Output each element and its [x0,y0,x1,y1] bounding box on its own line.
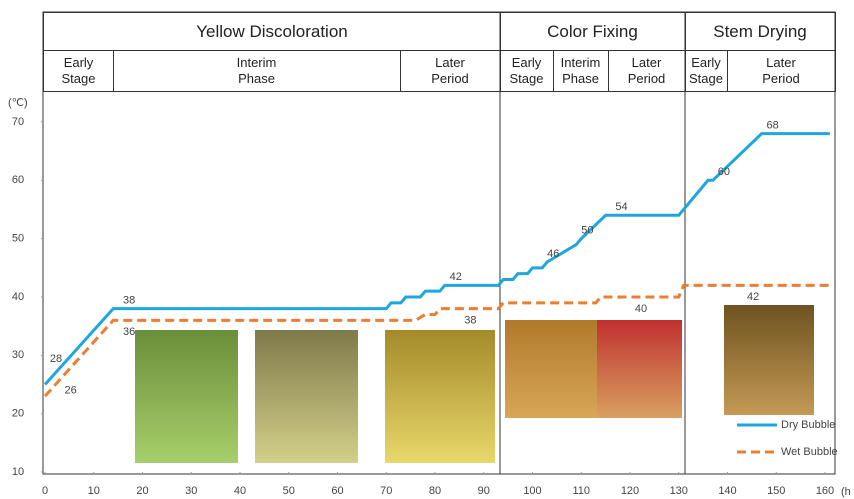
stage-label: Period [431,71,469,87]
point-label: 42 [450,271,462,283]
x-tick-label: 30 [185,485,197,497]
x-axis-label: (h [841,486,851,498]
x-tick-label: 20 [136,485,148,497]
x-tick-label: 100 [523,485,541,497]
point-label: 26 [65,385,77,397]
stage-label: Period [762,71,800,87]
point-label: 40 [635,303,647,315]
point-label: 36 [123,326,135,338]
phase-title: Color Fixing [500,12,686,51]
x-tick-label: 90 [478,485,490,497]
point-label: 38 [464,315,476,327]
photo [385,330,495,463]
x-tick-label: 70 [380,485,392,497]
y-tick-label: 50 [12,233,24,245]
stage-label: Later [632,55,662,71]
x-tick-label: 110 [572,485,590,497]
stage-label: Stage [689,71,723,87]
legend-label: Dry Bubble [781,419,835,431]
x-tick-label: 160 [816,485,834,497]
stage-label: Interim [561,55,601,71]
stage-label: Phase [562,71,599,87]
x-tick-label: 0 [42,485,48,497]
y-tick-label: 40 [12,291,24,303]
y-tick-label: 70 [12,116,24,128]
stage-label: Period [628,71,666,87]
stage-label: Later [766,55,796,71]
stage-label: Interim [237,55,277,71]
x-tick-label: 10 [88,485,100,497]
x-tick-label: 50 [283,485,295,497]
point-label: 60 [718,166,730,178]
x-tick-label: 60 [331,485,343,497]
photo [597,320,682,418]
photo [505,320,597,418]
stage-label: Early [512,55,542,71]
x-tick-label: 40 [234,485,246,497]
point-label: 42 [747,291,759,303]
y-tick-label: 60 [12,174,24,186]
point-label: 28 [50,353,62,365]
x-tick-label: 130 [670,485,688,497]
stage-label: Stage [510,71,544,87]
point-label: 68 [767,120,779,132]
x-tick-label: 120 [621,485,639,497]
x-tick-label: 150 [767,485,785,497]
x-tick-label: 140 [718,485,736,497]
x-tick-label: 80 [429,485,441,497]
stage-label: Early [64,55,94,71]
stage-label: Stage [62,71,96,87]
stage-label: Later [435,55,465,71]
y-axis-label: (℃) [8,97,28,109]
y-tick-label: 30 [12,349,24,361]
point-label: 46 [547,248,559,260]
stage-label: Phase [238,71,275,87]
legend-label: Wet Bubble [781,446,838,458]
y-tick-label: 20 [12,408,24,420]
point-label: 54 [615,201,627,213]
photo [135,330,238,463]
page: {"chart_data":{"type":"line","y_label":"… [0,0,854,499]
y-tick-label: 10 [12,466,24,478]
point-label: 50 [581,225,593,237]
photo [724,305,814,415]
phase-title: Yellow Discoloration [43,12,501,51]
point-label: 38 [123,295,135,307]
photo [255,330,358,463]
photos [135,305,814,463]
phase-title: Stem Drying [685,12,836,51]
stage-label: Early [691,55,721,71]
